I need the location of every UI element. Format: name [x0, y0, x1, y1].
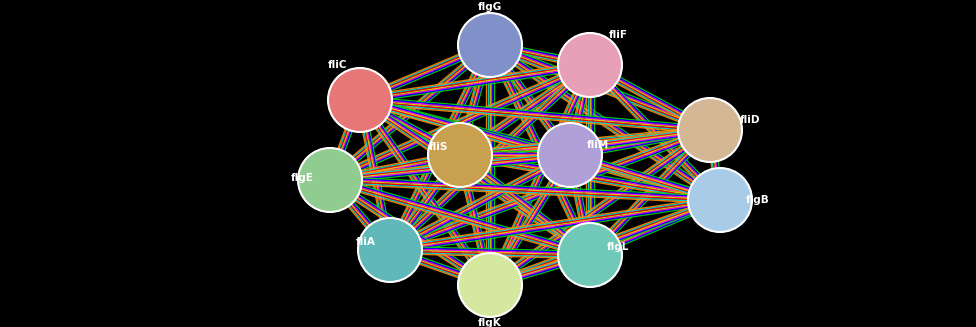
Text: fliF: fliF: [608, 30, 628, 40]
Text: fliD: fliD: [740, 115, 760, 125]
Text: flgB: flgB: [746, 195, 770, 205]
Text: fliC: fliC: [328, 60, 347, 70]
Text: flgK: flgK: [478, 318, 502, 327]
Circle shape: [298, 148, 362, 212]
Circle shape: [678, 98, 742, 162]
Circle shape: [458, 253, 522, 317]
Text: flgL: flgL: [607, 242, 630, 252]
Circle shape: [558, 33, 622, 97]
Circle shape: [358, 218, 422, 282]
Circle shape: [558, 223, 622, 287]
Circle shape: [688, 168, 752, 232]
Text: fliS: fliS: [428, 142, 448, 152]
Text: fliA: fliA: [356, 237, 376, 247]
Circle shape: [458, 13, 522, 77]
Text: flgG: flgG: [478, 2, 502, 12]
Text: fliM: fliM: [587, 140, 609, 150]
Circle shape: [538, 123, 602, 187]
Text: flgE: flgE: [291, 173, 313, 183]
Circle shape: [328, 68, 392, 132]
Circle shape: [428, 123, 492, 187]
